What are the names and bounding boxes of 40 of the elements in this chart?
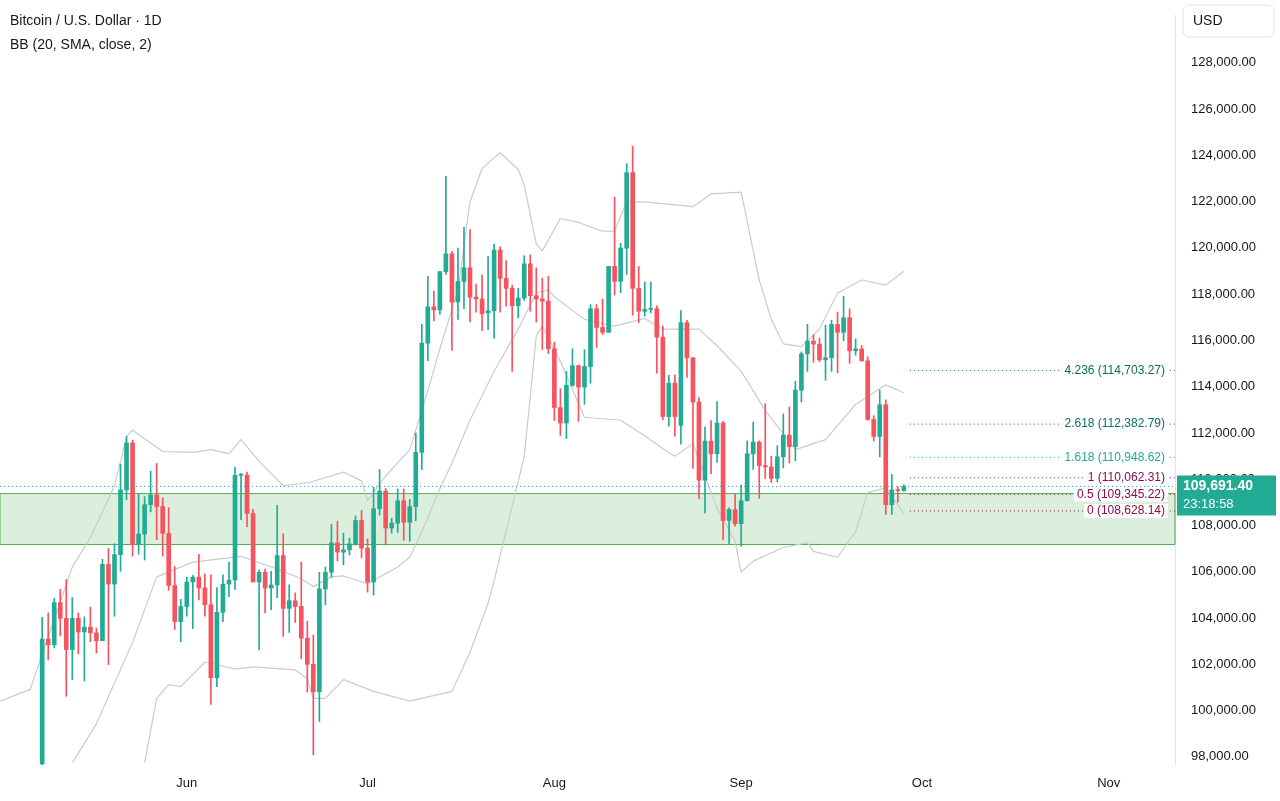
y-tick-label: 106,000.00 [1191,563,1257,579]
text: USD [1193,11,1223,28]
y-tick-label: 100,000.00 [1191,702,1257,718]
x-tick-label: Oct [911,775,933,791]
ref-line-label: 109,691.40 [1183,477,1254,494]
x-tick-label: Aug [542,775,566,791]
x-tick-label: Sep [729,775,753,791]
y-tick-label: 122,000.00 [1191,193,1257,209]
candlestick [286,584,292,633]
candlestick [485,256,491,331]
y-tick-label: 118,000.00 [1191,285,1256,301]
ref-line-label: 1.618 (110,948.62) [1064,449,1165,464]
text: BB (20, SMA, close, 2) [10,35,152,52]
candlestick [503,260,509,307]
candlestick [45,612,51,661]
y-tick-label: 116,000.00 [1191,332,1256,347]
x-tick-label: Jul [359,775,376,791]
y-tick-label: 114,000.00 [1191,378,1256,394]
candlestick [461,226,467,310]
y-tick-label: 120,000.00 [1191,239,1257,255]
y-tick-label: 124,000.00 [1191,146,1257,162]
chart-title: Bitcoin / U.S. Dollar · 1D [10,11,162,28]
candlestick [895,486,901,503]
candlestick [190,575,196,629]
x-tick-label: Jun [176,775,198,791]
y-tick-label: 128,000.00 [1191,54,1257,70]
y-tick-label: 98,000.00 [1191,748,1249,764]
y-tick-label: 108,000.00 [1191,517,1257,533]
ref-line-label: 0 (108,628.14) [1086,503,1165,518]
ref-line-label: 0.5 (109,345.22) [1076,486,1165,501]
y-tick-label: 126,000.00 [1191,100,1257,116]
y-tick-label: 112,000.00 [1191,424,1256,440]
x-tick-label: Nov [1097,775,1121,791]
candlestick [509,284,515,372]
y-tick-label: 102,000.00 [1191,655,1257,671]
text: 23:18:58 [1183,495,1234,511]
ref-line-label: 4.236 (114,703.27) [1064,362,1165,377]
ref-line-label: 1 (110,062.31) [1087,470,1165,485]
y-tick-label: 104,000.00 [1191,609,1257,625]
ref-line-label: 2.618 (112,382.79) [1064,416,1165,431]
